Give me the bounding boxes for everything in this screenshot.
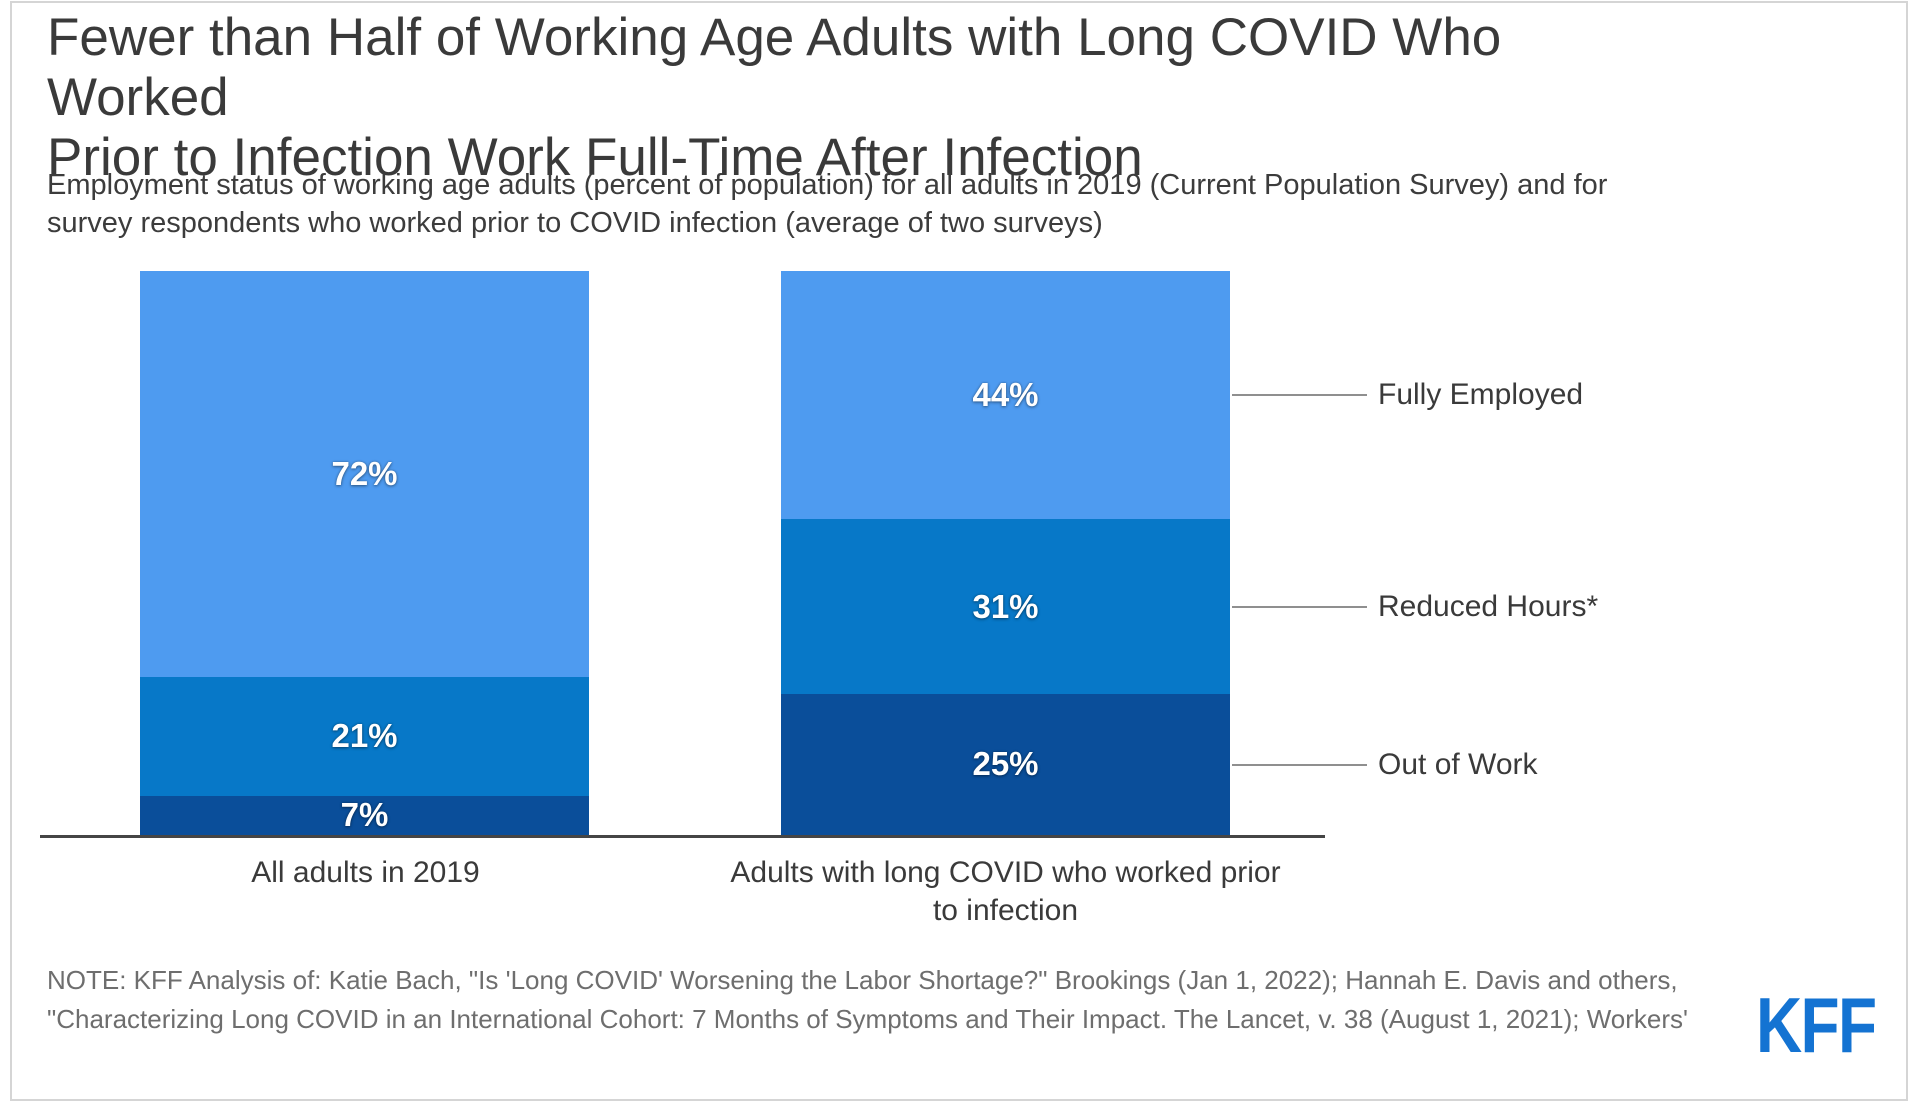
chart-title-line-2: Prior to Infection Work Full-Time After … [47, 128, 1143, 187]
legend-label-reduced-hours: Reduced Hours* [1378, 590, 1599, 623]
stacked-bar-1: 72% 21% 7% [140, 271, 589, 835]
chart-subtitle-line-1: Employment status of working age adults … [47, 169, 1608, 201]
chart-subtitle-line-2: survey respondents who worked prior to C… [47, 207, 1103, 239]
chart-title-line-1: Fewer than Half of Working Age Adults wi… [47, 8, 1502, 127]
legend-connector-line [1232, 394, 1367, 396]
chart-title: Fewer than Half of Working Age Adults wi… [47, 8, 1607, 188]
x-axis-line [40, 835, 1325, 838]
bar-segment-value-label: 25% [972, 745, 1039, 783]
bar-segment-value-label: 7% [340, 796, 389, 834]
source-note-line-1: NOTE: KFF Analysis of: Katie Bach, "Is '… [47, 965, 1678, 995]
bar-segment-out-of-work: 25% [781, 693, 1230, 835]
x-axis-label-all-adults: All adults in 2019 [251, 856, 480, 889]
source-note-line-2: "Characterizing Long COVID in an Interna… [47, 1004, 1688, 1034]
bar-segment-reduced-hours: 31% [781, 519, 1230, 694]
legend-label-fully-employed: Fully Employed [1378, 378, 1584, 411]
bar-segment-value-label: 31% [972, 587, 1039, 625]
bar-segment-value-label: 21% [331, 717, 398, 755]
stacked-bar-2: 44% 31% 25% [781, 271, 1230, 835]
legend-label-out-of-work: Out of Work [1378, 748, 1538, 781]
bar-segment-reduced-hours: 21% [140, 677, 589, 796]
bar-segment-fully-employed: 44% [781, 271, 1230, 520]
x-axis-label-long-covid-adults: Adults with long COVID who worked prior … [730, 856, 1281, 927]
bar-segment-value-label: 44% [972, 376, 1039, 414]
legend-connector-line [1232, 606, 1367, 608]
kff-logo: KFF [1756, 981, 1877, 1069]
legend-connector-line [1232, 764, 1367, 766]
chart-subtitle: Employment status of working age adults … [47, 166, 1857, 242]
source-note: NOTE: KFF Analysis of: Katie Bach, "Is '… [47, 961, 1807, 1039]
bar-segment-value-label: 72% [331, 455, 398, 493]
bar-segment-out-of-work: 7% [140, 795, 589, 835]
bar-segment-fully-employed: 72% [140, 271, 589, 678]
